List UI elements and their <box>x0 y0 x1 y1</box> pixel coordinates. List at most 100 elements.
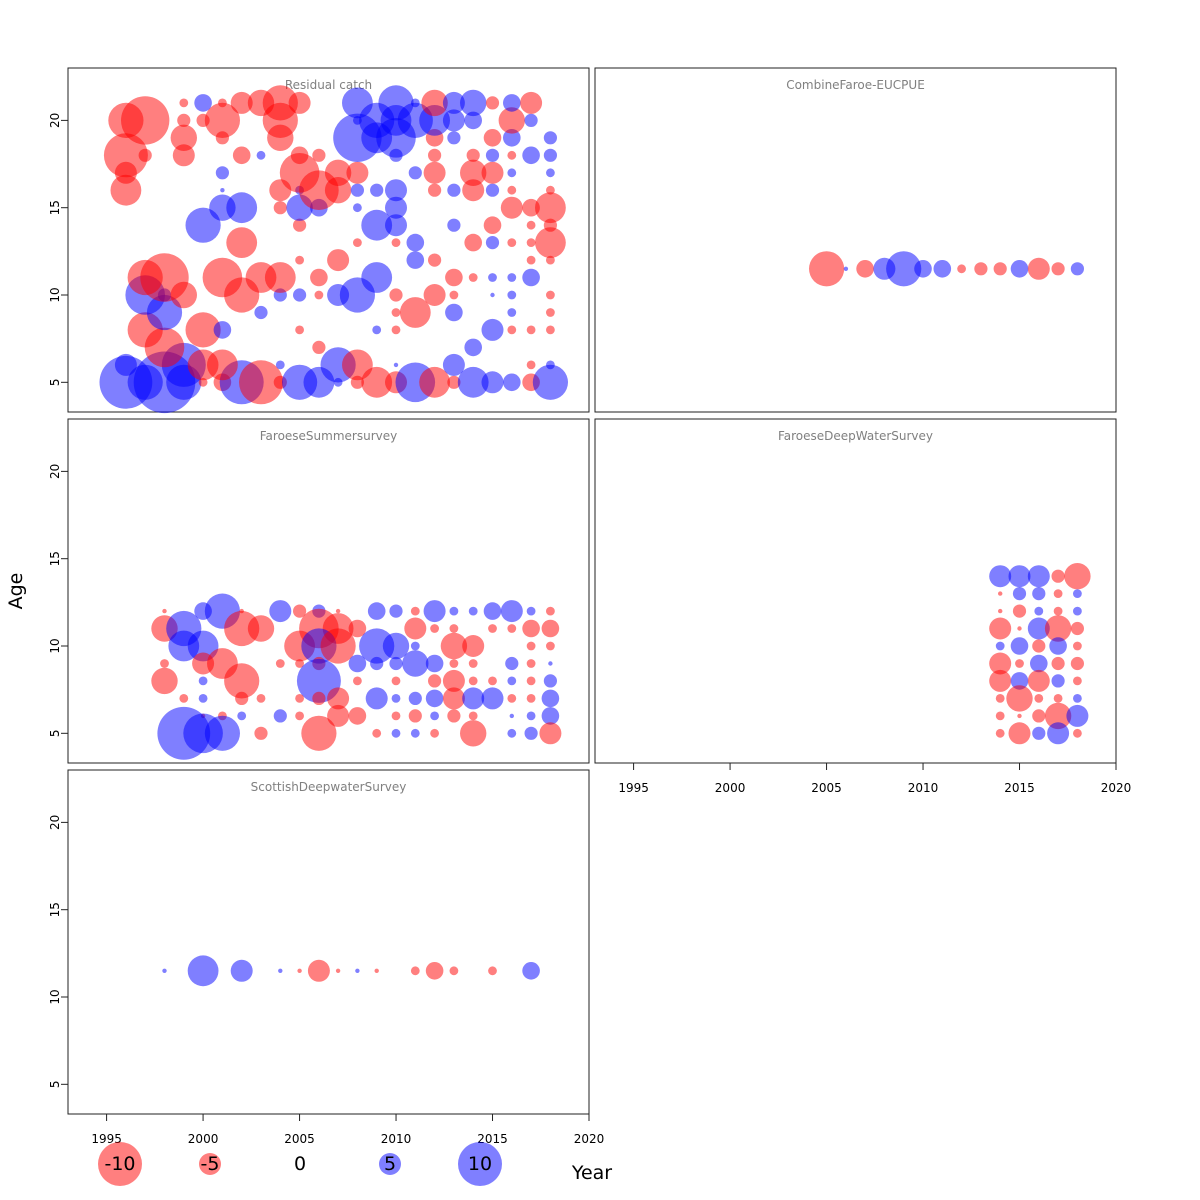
bubble-point <box>1006 685 1033 712</box>
bubble-point <box>353 238 362 248</box>
bubble-point <box>421 89 448 117</box>
bubble-point <box>391 728 401 738</box>
bubble-point <box>447 218 461 232</box>
bubble-point <box>389 656 403 671</box>
bubble-point <box>507 676 517 686</box>
bubble-point <box>995 694 1005 703</box>
bubble-point <box>372 728 382 738</box>
bubble-point <box>485 183 500 197</box>
bubble-point <box>526 255 536 265</box>
bubble-point <box>1032 709 1046 723</box>
bubble-point <box>481 318 504 341</box>
bubble-point <box>160 659 169 668</box>
bubble-point <box>543 674 558 688</box>
bubble-point <box>187 955 219 987</box>
panel-residual-catch: Residual catch 5 10 15 20 <box>48 67 590 414</box>
panel-points <box>809 251 1084 287</box>
bubble-point <box>410 98 420 108</box>
bubble-point <box>1017 713 1022 719</box>
bubble-point <box>843 266 849 271</box>
bubble-point <box>1010 672 1029 690</box>
legend-label: -10 <box>104 1153 135 1175</box>
bubble-point <box>224 663 260 699</box>
bubble-point <box>367 602 386 620</box>
bubble-point <box>933 260 952 278</box>
bubble-point <box>483 602 502 620</box>
bubble-point <box>481 371 504 394</box>
bubble-point <box>447 183 461 197</box>
bubble-point <box>162 968 167 973</box>
bubble-point <box>1066 704 1089 727</box>
legend-label: 0 <box>294 1153 306 1175</box>
bubble-point <box>488 624 497 633</box>
bubble-point <box>442 109 465 132</box>
bubble-point <box>543 131 558 145</box>
bubble-point <box>204 102 240 138</box>
bubble-point <box>468 606 478 616</box>
bubble-point <box>1070 262 1084 276</box>
bubble-point <box>370 183 384 197</box>
bubble-point <box>809 251 845 287</box>
bubble-point <box>404 617 427 640</box>
bubble-point <box>295 255 304 265</box>
bubble-point <box>389 604 403 618</box>
bubble-point <box>1053 694 1063 703</box>
bubble-point <box>410 966 420 976</box>
x-tick-label: 2000 <box>715 781 746 795</box>
panel-points <box>989 563 1091 745</box>
bubble-point <box>361 209 393 241</box>
bubble-point <box>430 711 439 721</box>
bubble-point <box>254 305 268 320</box>
bubble-point <box>140 253 189 302</box>
bubble-point <box>1032 587 1046 601</box>
bubble-point <box>507 728 517 738</box>
bubble-point <box>312 148 326 162</box>
bubble-point <box>490 292 495 298</box>
legend-label: -5 <box>201 1153 220 1175</box>
bubble-point <box>408 166 422 180</box>
x-tick-label: 2015 <box>1004 781 1035 795</box>
bubble-point <box>541 619 560 638</box>
bubble-point <box>989 669 1012 692</box>
bubble-point <box>1044 615 1072 642</box>
y-tick-label: 10 <box>48 989 62 1004</box>
bubble-point <box>526 676 536 686</box>
bubble-point <box>1064 563 1091 590</box>
bubble-point <box>402 650 429 677</box>
bubble-point <box>293 604 307 618</box>
bubble-point <box>256 150 266 160</box>
bubble-point <box>989 617 1012 640</box>
bubble-point <box>121 96 170 145</box>
bubble-point <box>353 203 362 213</box>
bubble-point <box>408 691 422 706</box>
bubble-point <box>218 98 227 108</box>
bubble-point <box>507 150 517 160</box>
y-tick-label: 20 <box>48 464 62 479</box>
bubble-point <box>460 159 487 186</box>
bubble-point <box>957 264 966 274</box>
bubble-point <box>198 676 208 686</box>
bubble-point <box>301 715 337 751</box>
x-tick-label: 2020 <box>1101 781 1132 795</box>
bubble-point <box>993 262 1007 276</box>
bubble-point <box>335 608 341 614</box>
bubble-point <box>1070 656 1084 671</box>
bubble-point <box>1027 669 1050 692</box>
y-tick-label: 5 <box>48 1080 62 1088</box>
bubble-point <box>425 654 444 673</box>
bubble-point <box>378 85 414 121</box>
bubble-point <box>103 133 148 178</box>
bubble-point <box>1017 626 1022 631</box>
bubble-point <box>264 262 296 293</box>
bubble-point <box>546 290 555 300</box>
bubble-point <box>1010 260 1029 278</box>
bubble-point <box>522 962 540 980</box>
bubble-point <box>546 255 555 265</box>
bubble-point <box>177 113 191 127</box>
bubble-point <box>526 694 536 703</box>
bubble-point <box>425 689 444 708</box>
x-tick-label: 2010 <box>381 1132 412 1146</box>
bubble-point <box>312 340 326 354</box>
bubble-point <box>1010 637 1029 655</box>
bubble-point <box>230 91 253 114</box>
